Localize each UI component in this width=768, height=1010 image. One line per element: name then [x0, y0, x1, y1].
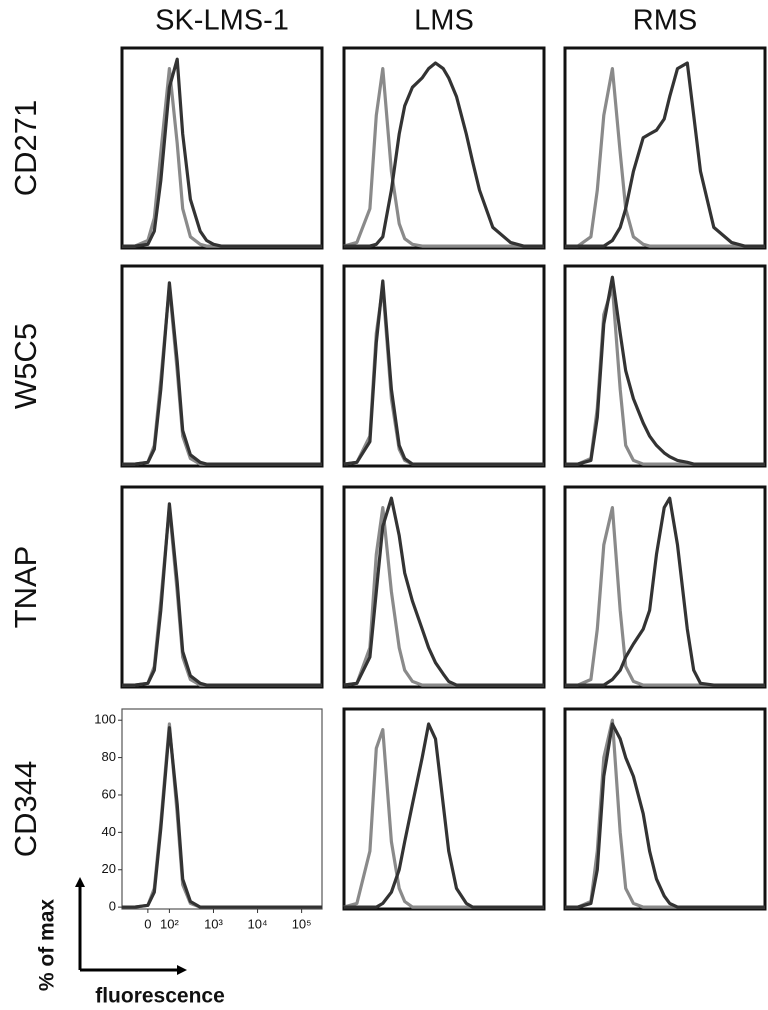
- row-label: CD344: [8, 761, 43, 858]
- histogram-line: [343, 496, 544, 687]
- panel-frame: [563, 264, 767, 468]
- panel-frame: [121, 708, 323, 910]
- row-label: TNAP: [8, 546, 43, 629]
- histogram-line: [122, 281, 322, 466]
- histogram-line: [565, 496, 765, 687]
- histogram-line: [343, 506, 544, 687]
- panel-frame: [120, 46, 324, 250]
- x-tick-label: 10⁴: [248, 916, 268, 931]
- panel-frame: [342, 46, 546, 250]
- panel-frame: [342, 485, 546, 689]
- x-tick-label: 0: [144, 916, 151, 931]
- histogram-line: [122, 57, 322, 248]
- histogram-line: [343, 279, 544, 466]
- y-tick-label: 60: [102, 786, 116, 801]
- histogram-line: [565, 722, 765, 909]
- panel-frame: [563, 485, 767, 689]
- panel-frame: [342, 707, 546, 911]
- histogram-line: [565, 506, 765, 687]
- panel-frame: [120, 485, 324, 689]
- histogram-line: [122, 722, 322, 909]
- x-axis-title: fluorescence: [95, 985, 225, 1008]
- x-tick-label: 10²: [160, 916, 179, 931]
- panel-frame: [342, 264, 546, 468]
- histogram-line: [343, 66, 544, 248]
- row-label: W5C5: [8, 323, 43, 409]
- panel-frame: [563, 707, 767, 911]
- histogram-line: [122, 506, 322, 687]
- column-title: SK-LMS-1: [155, 5, 289, 37]
- histogram-line: [122, 66, 322, 248]
- x-tick-label: 10⁵: [292, 916, 312, 931]
- y-axis-title: % of max: [36, 899, 59, 992]
- y-tick-label: 0: [109, 899, 116, 914]
- histogram-line: [122, 726, 322, 909]
- column-title: LMS: [414, 5, 474, 37]
- y-tick-label: 100: [94, 712, 116, 727]
- histogram-line: [122, 285, 322, 466]
- panel-frame: [120, 264, 324, 468]
- y-tick-label: 20: [102, 861, 116, 876]
- x-tick-label: 10³: [204, 916, 223, 931]
- histogram-line: [565, 61, 765, 248]
- y-tick-label: 80: [102, 749, 116, 764]
- row-label: CD271: [8, 100, 43, 197]
- histogram-line: [344, 722, 544, 909]
- histogram-line: [344, 61, 544, 248]
- histogram-line: [565, 275, 765, 466]
- y-tick-label: 40: [102, 824, 116, 839]
- panel-frame: [563, 46, 767, 250]
- histogram-line: [122, 502, 322, 687]
- histogram-line: [565, 66, 765, 248]
- column-title: RMS: [633, 5, 697, 37]
